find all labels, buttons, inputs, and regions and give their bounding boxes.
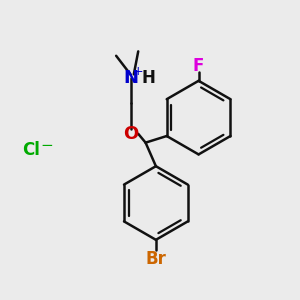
Text: N: N (123, 69, 138, 87)
Text: H: H (142, 69, 155, 87)
Text: Br: Br (146, 250, 166, 268)
Text: Cl: Cl (22, 141, 40, 159)
Text: F: F (193, 57, 204, 75)
Text: O: O (123, 125, 139, 143)
Text: −: − (40, 138, 53, 153)
Text: +: + (133, 65, 143, 78)
